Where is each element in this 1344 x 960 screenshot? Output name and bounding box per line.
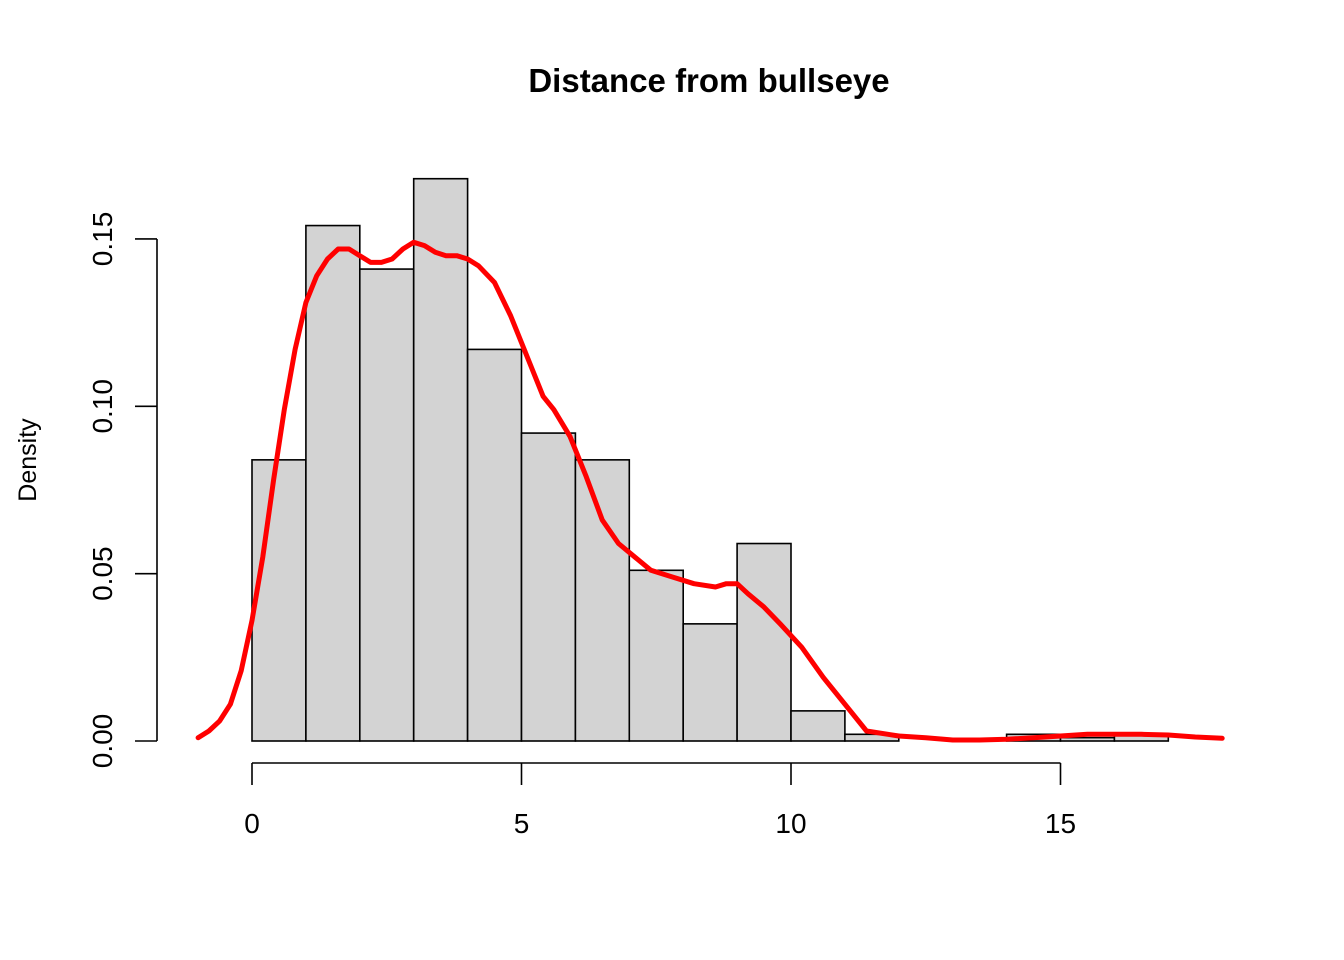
histogram-bar [574, 459, 631, 742]
y-tick-label: 0.00 [87, 714, 118, 769]
y-axis-label: Density [14, 418, 42, 502]
histogram-bar [358, 268, 415, 742]
histogram-bar [466, 348, 523, 742]
histogram-bar [628, 569, 684, 742]
histogram-bar [520, 432, 577, 742]
x-tick-label: 10 [775, 808, 806, 839]
histogram-bar [790, 710, 846, 742]
y-axis: 0.00 0.05 0.10 0.15 [87, 212, 158, 769]
x-axis: 0 5 10 15 [244, 762, 1076, 839]
y-tick-label: 0.10 [87, 379, 118, 434]
density-curve-group [195, 239, 1225, 743]
chart-title: Distance from bullseye [528, 62, 889, 99]
density-curve [195, 239, 1225, 743]
y-tick-label: 0.15 [87, 212, 118, 267]
x-tick-label: 5 [514, 808, 530, 839]
x-tick-label: 0 [244, 808, 260, 839]
histogram-bar [251, 459, 307, 742]
histogram-bars [251, 177, 1170, 742]
histogram-bar [682, 623, 738, 742]
histogram-bar [305, 224, 361, 742]
x-tick-label: 15 [1045, 808, 1076, 839]
histogram-bar [412, 177, 469, 742]
histogram-bar [1059, 736, 1116, 742]
y-tick-label: 0.05 [87, 546, 118, 601]
histogram-bar [736, 542, 792, 742]
